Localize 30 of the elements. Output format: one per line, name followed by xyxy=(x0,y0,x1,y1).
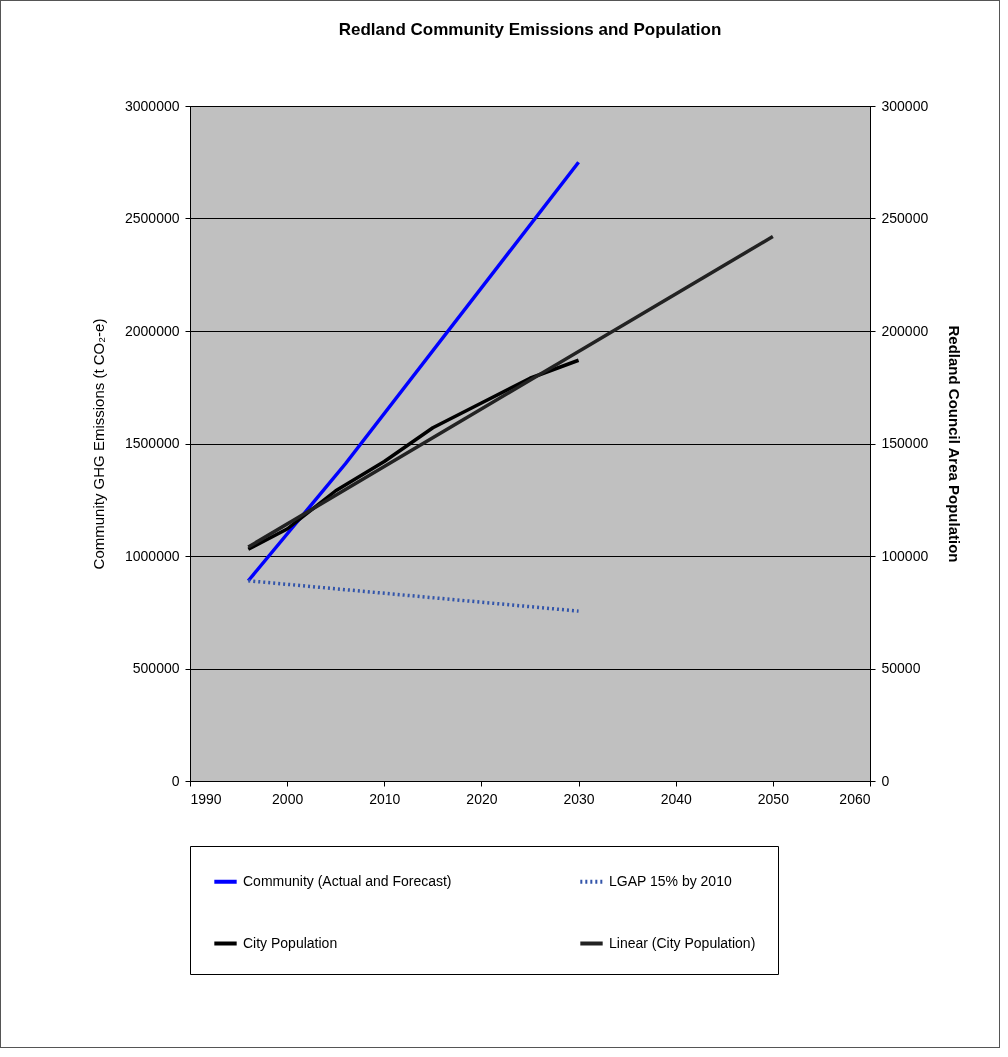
x-tick-label: 2030 xyxy=(563,790,595,807)
y2-axis-title: Redland Council Area Population xyxy=(946,325,964,563)
x-tick-label: 2060 xyxy=(839,790,871,807)
x-tick-label: 2010 xyxy=(369,790,401,807)
x-tick-label: 2000 xyxy=(272,790,304,807)
y-tick-label: 500000 xyxy=(132,660,180,676)
x-tick-label: 2050 xyxy=(757,790,790,807)
y-tick-label: 2500000 xyxy=(124,210,180,226)
x-tick-label: 2020 xyxy=(466,790,498,807)
y2-tick-label: 150000 xyxy=(881,435,929,451)
y2-tick-label: 200000 xyxy=(881,322,929,339)
y-tick-label: 1000000 xyxy=(124,547,180,564)
y2-tick-label: 50000 xyxy=(881,660,921,676)
y-tick-label: 3000000 xyxy=(124,97,180,114)
chart-title: Redland Community Emissions and Population xyxy=(338,20,722,39)
y-tick-label: 0 xyxy=(171,772,180,789)
legend-label: Linear (City Population) xyxy=(609,934,756,951)
y-tick-label: 1500000 xyxy=(124,435,180,451)
y2-tick-label: 100000 xyxy=(881,547,929,564)
x-tick-label: 2040 xyxy=(660,790,692,807)
legend-label: City Population xyxy=(243,934,338,951)
y2-tick-label: 0 xyxy=(881,772,890,789)
y-axis-title: Community GHG Emissions (t CO₂-e) xyxy=(90,318,107,570)
x-tick-label: 1990 xyxy=(190,790,222,807)
legend-label: LGAP 15% by 2010 xyxy=(609,872,732,889)
line-series xyxy=(246,160,581,583)
y2-tick-label: 300000 xyxy=(881,97,929,114)
y-tick-label: 2000000 xyxy=(124,322,180,339)
y2-tick-label: 250000 xyxy=(881,210,929,226)
legend-label: Community (Actual and Forecast) xyxy=(243,872,452,889)
